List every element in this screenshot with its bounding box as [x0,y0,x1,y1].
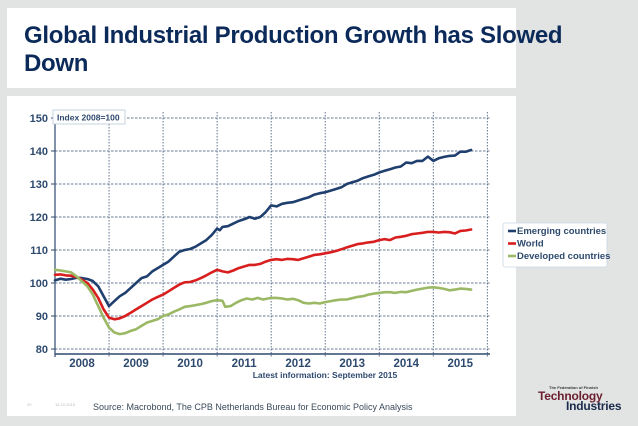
index-annotation: Index 2008=100 [52,109,126,125]
y-tick-label: 120 [30,212,48,224]
x-tick-label: 2013 [339,358,365,370]
y-tick-label: 140 [30,146,48,158]
y-tick-label: 90 [36,311,48,323]
series-line-developed-countries [53,268,473,336]
x-tick-label: 2009 [123,358,149,370]
legend-label: Developed countries [517,251,610,262]
annotation-text: Index 2008=100 [57,113,120,123]
legend-label: World [517,239,544,250]
series-lines [53,148,473,336]
series-line-emerging-countries [53,148,473,308]
slide-date: 16.10.2015 [55,402,76,407]
x-tick-label: 2015 [447,358,473,370]
title-panel [7,8,516,88]
legend-box [502,222,608,268]
x-tick-label: 2012 [285,358,311,370]
y-tick-label: 130 [30,179,48,191]
logo-technology: Technology [538,389,603,403]
x-tick-label: 2011 [232,358,258,370]
x-axis-labels: 2008 2009 2010 2011 2012 2013 2014 2015 [69,358,473,370]
axes [51,112,490,357]
y-tick-label: 80 [36,344,48,356]
y-tick-label: 150 [30,113,48,125]
logo: The Federation of Finnish Technology Ind… [538,385,622,413]
x-tick-label: 2010 [177,358,203,370]
y-axis-labels: 80 90 100 110 120 130 140 150 [30,113,48,356]
logo-industries: Industries [566,399,622,413]
legend-label: Emerging countries [517,226,606,237]
x-tick-label: 2008 [69,358,95,370]
x-tick-label: 2014 [393,358,419,370]
latest-info-note: Latest information: September 2015 [253,370,398,380]
slide-title: Global Industrial Production Growth has … [24,22,563,77]
logo-subtitle: The Federation of Finnish [549,385,598,390]
series-line-world [53,228,473,321]
slide-number: 20 [27,402,32,407]
y-tick-label: 100 [30,278,48,290]
grid [55,112,490,357]
source-text: Source: Macrobond, The CPB Netherlands B… [93,402,413,412]
y-tick-label: 110 [30,245,48,257]
annotation-box [52,109,126,125]
chart-panel [7,96,516,416]
